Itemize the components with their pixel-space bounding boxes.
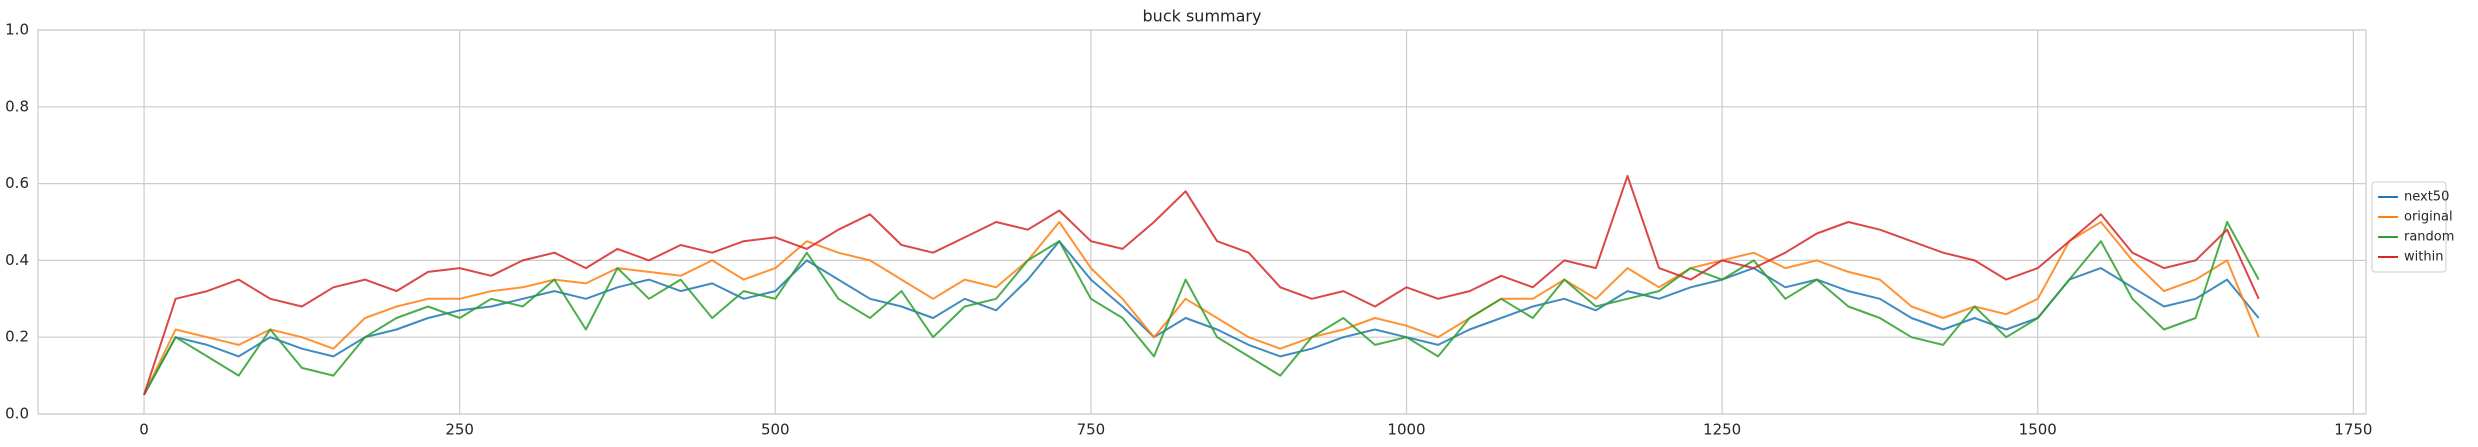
legend-label: original [2404,210,2453,225]
series-line [143,221,2260,396]
legend-label: random [2404,230,2454,245]
x-tick-label: 1500 [2019,421,2057,439]
x-tick-label: 1750 [2334,421,2372,439]
plot-frame [37,29,2367,415]
x-tick-label: 750 [1077,421,1106,439]
y-tick-label: 1.0 [5,21,29,39]
legend-box [2371,181,2447,273]
y-tick-label: 0.2 [5,328,29,346]
y-tick-label: 0.6 [5,174,29,192]
x-tick-label: 1000 [1387,421,1425,439]
chart-title: buck summary [1143,7,1262,26]
legend-label: next50 [2404,190,2449,205]
y-tick-label: 0.4 [5,251,29,269]
legend-label: within [2404,250,2443,265]
series-line [143,240,2260,396]
x-tick-label: 500 [761,421,790,439]
y-tick-label: 0.8 [5,97,29,115]
legend: next50 original random within [2371,181,2454,273]
y-tick-label: 0.0 [5,405,29,423]
series-line [143,174,2260,396]
x-tick-label: 1250 [1703,421,1741,439]
x-tick-label: 250 [445,421,474,439]
x-tick-label: 0 [139,421,149,439]
